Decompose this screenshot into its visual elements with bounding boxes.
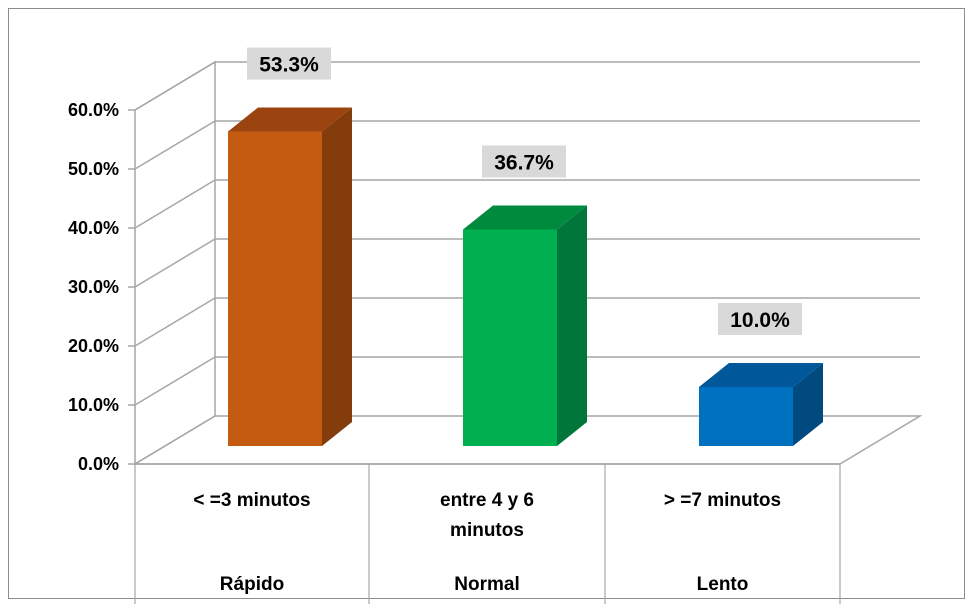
data-label-text: 10.0%: [730, 309, 790, 332]
category-table: < =3 minutos Rápido entre 4 y 6 minutos Norm…: [134, 464, 841, 604]
y-axis: 0.0% 10.0% 20.0% 30.0% 40.0% 50.0% 60.0%: [68, 100, 840, 474]
bar-side: [557, 205, 587, 446]
y-tick-label: 60.0%: [68, 100, 119, 120]
data-label-text: 53.3%: [259, 54, 319, 77]
y-tick-label: 40.0%: [68, 218, 119, 238]
gridline: [134, 238, 920, 288]
data-labels: 53.3% 36.7% 10.0%: [247, 47, 802, 335]
category-label: entre 4 y 6 minutos: [440, 490, 534, 541]
y-tick-label: 0.0%: [78, 454, 119, 474]
bar-side: [322, 107, 352, 446]
y-tick-label: 50.0%: [68, 159, 119, 179]
group-label: Normal: [454, 574, 519, 595]
bar: [228, 107, 352, 446]
y-tick-label: 30.0%: [68, 277, 119, 297]
data-label: 53.3%: [247, 47, 331, 80]
gridlines: [134, 61, 920, 406]
y-tick-label: 10.0%: [68, 395, 119, 415]
gridline: [134, 297, 920, 347]
bar: [463, 205, 587, 446]
bar-side: [793, 363, 823, 446]
y-tick-label: 20.0%: [68, 336, 119, 356]
gridline: [134, 356, 920, 406]
data-label: 10.0%: [718, 303, 802, 335]
data-label-bg: [482, 145, 566, 178]
gridline: [134, 179, 920, 229]
bar-front: [228, 131, 322, 446]
bar-top: [699, 363, 823, 387]
bar-top: [228, 107, 352, 132]
data-label-bg: [718, 303, 802, 335]
bar: [699, 363, 823, 446]
category-label: > =7 minutos: [664, 490, 781, 511]
gridline: [134, 61, 920, 111]
bars: [228, 107, 823, 446]
group-label: Rápido: [220, 574, 284, 595]
group-label: Lento: [697, 574, 749, 595]
bar-top: [463, 205, 587, 230]
data-label-text: 36.7%: [494, 151, 554, 174]
data-label-bg: [247, 47, 331, 80]
bar-front: [699, 387, 793, 446]
gridline: [134, 120, 920, 170]
data-label: 36.7%: [482, 145, 566, 178]
category-label: < =3 minutos: [193, 490, 310, 511]
bar-front: [463, 229, 557, 446]
